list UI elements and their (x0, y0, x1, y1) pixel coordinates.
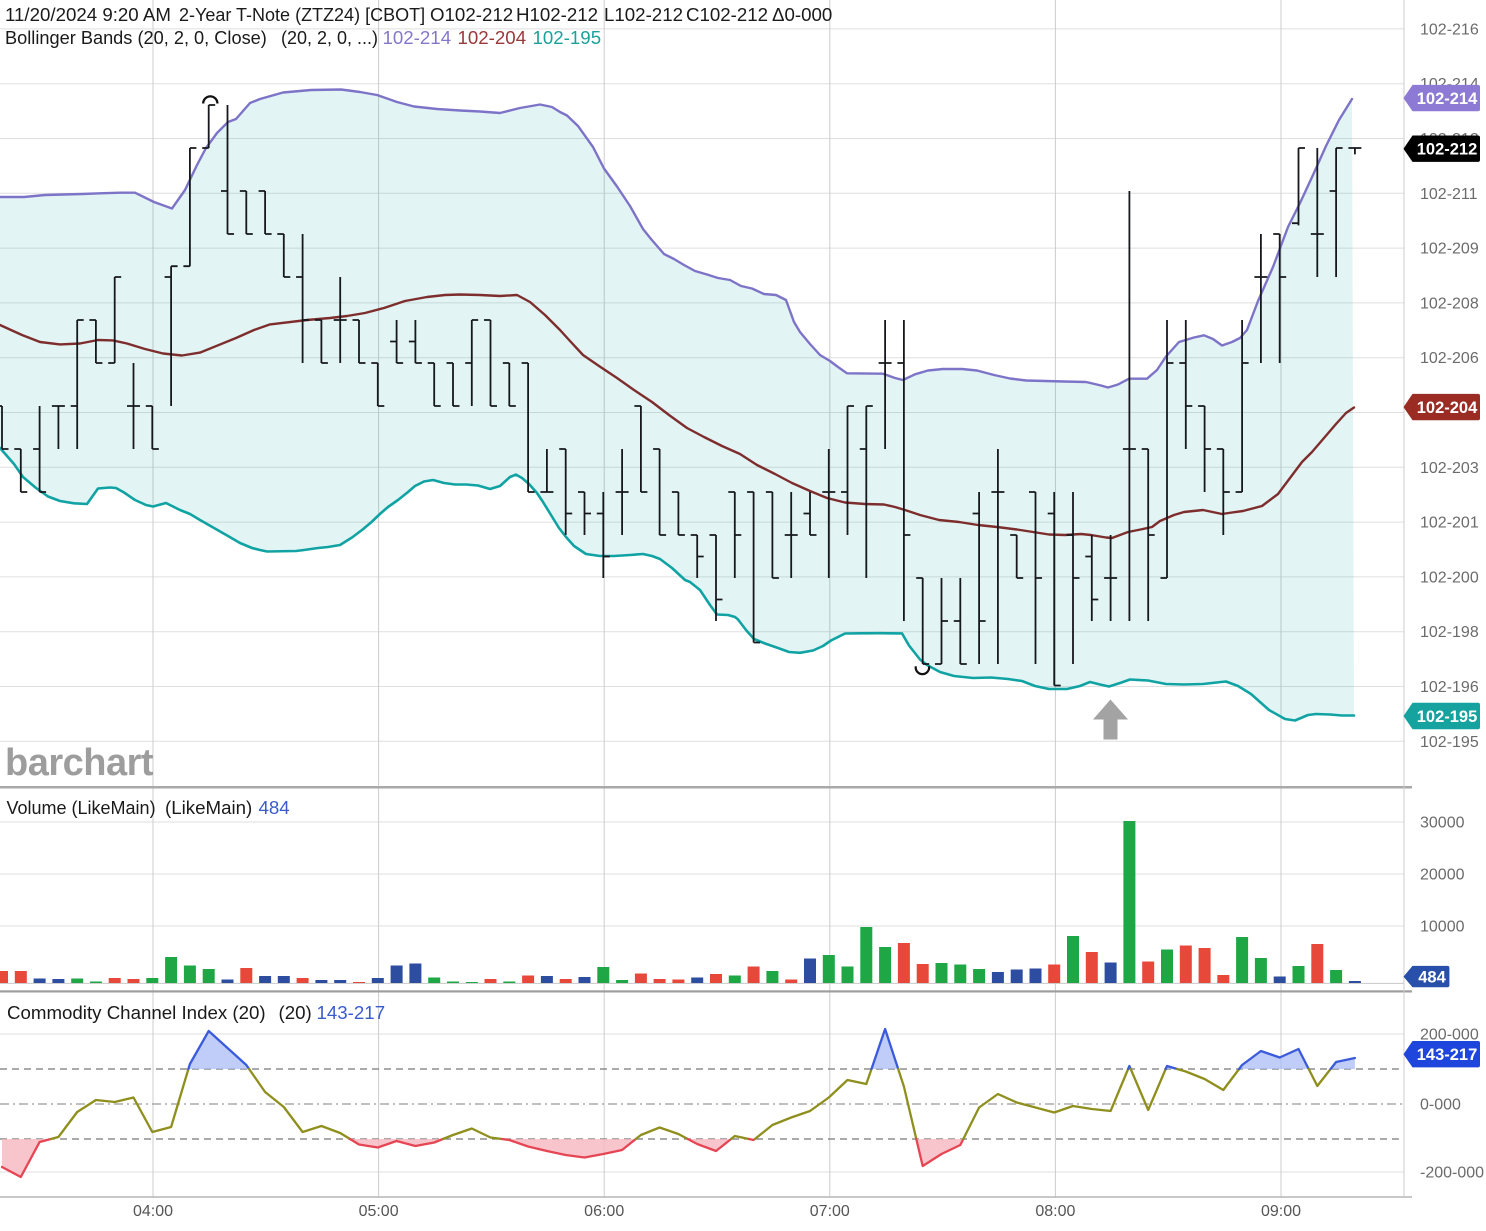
svg-text:0-000: 0-000 (1420, 1097, 1461, 1114)
svg-text:O102-212: O102-212 (430, 4, 513, 25)
svg-text:Δ0-000: Δ0-000 (772, 4, 832, 25)
svg-text:-200-000: -200-000 (1420, 1165, 1484, 1182)
svg-text:200-000: 200-000 (1420, 1027, 1479, 1044)
svg-text:C102-212: C102-212 (686, 4, 768, 25)
svg-text:Commodity Channel Index (20): Commodity Channel Index (20) (7, 1002, 266, 1023)
svg-text:10000: 10000 (1420, 919, 1465, 936)
svg-text:L102-212: L102-212 (604, 4, 683, 25)
svg-text:143-217: 143-217 (1417, 1046, 1478, 1064)
svg-text:102-204: 102-204 (458, 27, 527, 48)
svg-text:102-214: 102-214 (1417, 90, 1478, 108)
svg-text:102-216: 102-216 (1420, 21, 1479, 38)
svg-text:2-Year T-Note (ZTZ24) [CBOT]: 2-Year T-Note (ZTZ24) [CBOT] (179, 5, 425, 25)
svg-text:102-208: 102-208 (1420, 295, 1479, 312)
svg-text:102-214: 102-214 (383, 27, 452, 48)
svg-text:102-198: 102-198 (1420, 624, 1479, 641)
svg-text:barchart: barchart (5, 742, 154, 784)
svg-text:Volume (LikeMain): Volume (LikeMain) (7, 798, 156, 818)
svg-text:102-212: 102-212 (1417, 141, 1478, 159)
svg-text:11/20/2024 9:20 AM: 11/20/2024 9:20 AM (5, 4, 171, 25)
svg-text:484: 484 (1418, 969, 1446, 987)
svg-text:102-200: 102-200 (1420, 569, 1479, 586)
svg-text:102-204: 102-204 (1417, 399, 1478, 417)
svg-text:20000: 20000 (1420, 867, 1465, 884)
svg-text:(20, 2, 0, ...): (20, 2, 0, ...) (281, 28, 378, 48)
svg-text:102-201: 102-201 (1420, 515, 1479, 532)
svg-text:102-211: 102-211 (1420, 186, 1478, 203)
svg-text:H102-212: H102-212 (516, 4, 598, 25)
svg-text:102-209: 102-209 (1420, 241, 1479, 258)
svg-text:102-196: 102-196 (1420, 679, 1479, 696)
svg-text:07:00: 07:00 (810, 1203, 850, 1220)
svg-text:06:00: 06:00 (584, 1203, 624, 1220)
svg-text:30000: 30000 (1420, 815, 1465, 832)
svg-text:(20): (20) (279, 1002, 312, 1023)
svg-text:102-195: 102-195 (533, 27, 602, 48)
svg-text:08:00: 08:00 (1035, 1203, 1075, 1220)
svg-text:Bollinger Bands (20, 2, 0, Clo: Bollinger Bands (20, 2, 0, Close) (5, 28, 267, 48)
svg-text:102-195: 102-195 (1417, 708, 1478, 726)
svg-text:143-217: 143-217 (317, 1002, 386, 1023)
svg-text:102-195: 102-195 (1420, 734, 1479, 751)
svg-text:09:00: 09:00 (1261, 1203, 1301, 1220)
svg-text:102-206: 102-206 (1420, 350, 1479, 367)
svg-text:484: 484 (259, 797, 290, 818)
svg-text:102-203: 102-203 (1420, 460, 1479, 477)
svg-text:(LikeMain): (LikeMain) (165, 797, 252, 818)
svg-text:05:00: 05:00 (359, 1203, 399, 1220)
svg-text:04:00: 04:00 (133, 1203, 173, 1220)
